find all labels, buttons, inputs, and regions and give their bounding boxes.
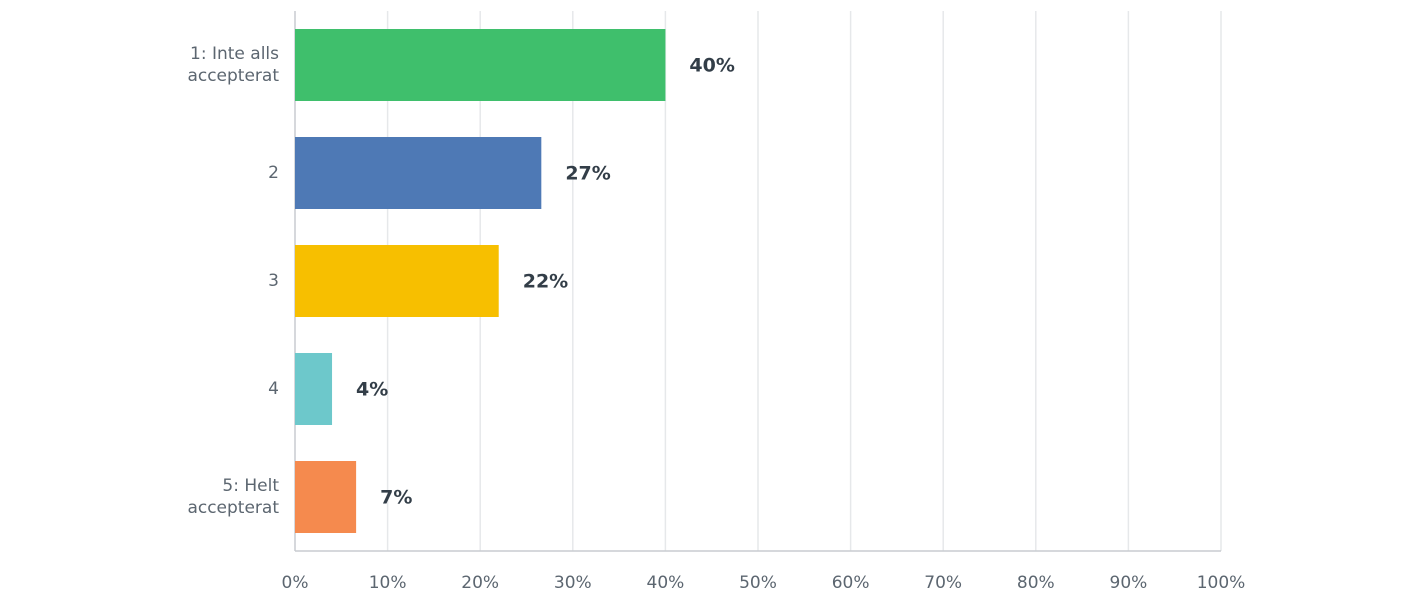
bar: [295, 461, 357, 533]
data-label: 22%: [523, 271, 568, 293]
y-tick-label: 4: [268, 379, 279, 399]
bar: [295, 245, 499, 317]
y-tick-label: 2: [268, 163, 279, 183]
x-tick-label: 90%: [1110, 573, 1148, 593]
y-tick-label: 5: Helt accepterat: [187, 476, 279, 518]
data-label: 40%: [689, 55, 734, 77]
bar: [295, 137, 542, 209]
x-tick-label: 40%: [647, 573, 685, 593]
x-tick-label: 70%: [924, 573, 962, 593]
y-tick-label: 1: Inte alls accepterat: [187, 44, 279, 86]
x-tick-label: 20%: [461, 573, 499, 593]
x-tick-label: 60%: [832, 573, 870, 593]
x-tick-label: 100%: [1197, 573, 1246, 593]
x-tick-label: 30%: [554, 573, 592, 593]
data-label: 27%: [565, 163, 610, 185]
x-tick-label: 0%: [282, 573, 309, 593]
x-tick-label: 50%: [739, 573, 777, 593]
data-label: 7%: [380, 487, 412, 509]
y-tick-label: 3: [268, 271, 279, 291]
data-label: 4%: [356, 379, 388, 401]
bar: [295, 353, 333, 425]
x-tick-label: 10%: [369, 573, 407, 593]
x-tick-label: 80%: [1017, 573, 1055, 593]
bar: [295, 29, 666, 101]
